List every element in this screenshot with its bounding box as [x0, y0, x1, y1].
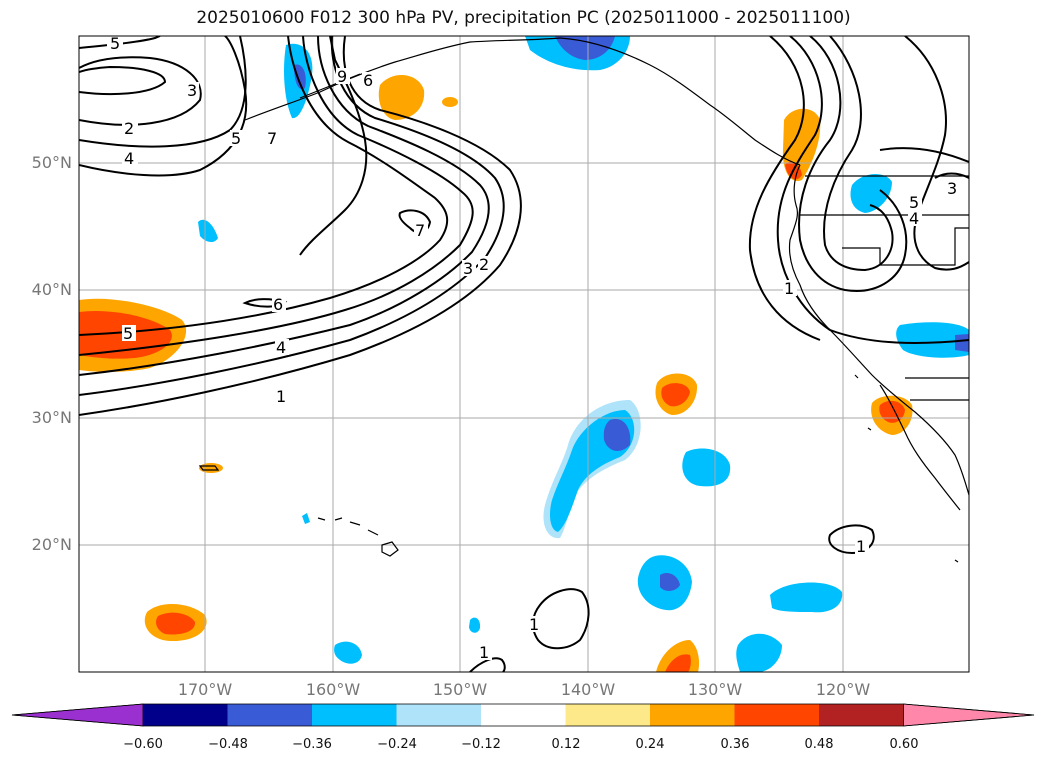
lon-label: 140°W [560, 680, 616, 699]
colorbar [11, 703, 1035, 727]
contour-label: 1 [479, 643, 489, 662]
colorbar-segment [734, 704, 819, 726]
contour-label: 7 [415, 221, 425, 240]
lat-label: 40°N [31, 280, 72, 299]
lat-label: 50°N [31, 153, 72, 172]
colorbar-tick-label: −0.60 [123, 737, 163, 752]
colorbar-segment [650, 704, 735, 726]
colorbar-segment [396, 704, 481, 726]
lat-label: 20°N [31, 535, 72, 554]
colorbar-tick-label: 0.60 [889, 737, 919, 752]
contour-label: 4 [276, 338, 286, 357]
contour-label: 5 [231, 129, 241, 148]
map-frame [78, 35, 970, 673]
contour-label: 1 [276, 387, 286, 406]
contour-label: 6 [273, 295, 283, 314]
colorbar-segment [312, 704, 397, 726]
contour-label: 6 [363, 71, 373, 90]
colorbar-segment [143, 704, 228, 726]
contour-label: 7 [267, 129, 277, 148]
colorbar-tick-label: −0.36 [292, 737, 332, 752]
colorbar-segment [565, 704, 650, 726]
colorbar-tick-label: 0.24 [635, 737, 665, 752]
contour-label: 4 [124, 149, 134, 168]
colorbar-tick-label: 0.48 [804, 737, 834, 752]
contour-label: 3 [463, 259, 473, 278]
lon-label: 150°W [432, 680, 488, 699]
contour-labels: 5 3 2 4 5 7 6 9 7 3 2 6 5 4 [107, 34, 960, 662]
graticule [79, 36, 969, 672]
contour-label: 2 [479, 255, 489, 274]
lon-label: 170°W [177, 680, 233, 699]
baja-peninsula [879, 384, 961, 511]
contour-label: 5 [123, 324, 133, 343]
lon-label: 130°W [687, 680, 743, 699]
contour-label: 3 [947, 179, 957, 198]
lon-label: 160°W [305, 680, 361, 699]
contour-label: 1 [784, 279, 794, 298]
contour-label: 5 [110, 34, 120, 53]
colorbar-outline [11, 703, 1035, 727]
contour-label: 4 [909, 209, 919, 228]
precip-fills [79, 36, 969, 672]
contour-label: 1 [529, 615, 539, 634]
colorbar-segment [481, 704, 566, 726]
colorbar-extend-low [11, 703, 144, 727]
colorbar-tick-label: −0.12 [461, 737, 501, 752]
colorbar-segment [227, 704, 312, 726]
colorbar-tick-label: 0.36 [720, 737, 750, 752]
colorbar-segment [819, 704, 904, 726]
colorbar-tick-label: −0.24 [377, 737, 417, 752]
colorbar-tick-label: −0.48 [208, 737, 248, 752]
lon-label: 120°W [815, 680, 871, 699]
hawaii-islands [317, 517, 399, 557]
lat-label: 30°N [31, 408, 72, 427]
map-area: 5 3 2 4 5 7 6 9 7 3 2 6 5 4 [79, 34, 969, 672]
colorbar-extend-high [903, 703, 1035, 727]
contour-label: 5 [909, 193, 919, 212]
map-title: 2025010600 F012 300 hPa PV, precipitatio… [196, 8, 851, 28]
contour-label: 3 [187, 81, 197, 100]
contour-label: 1 [856, 537, 866, 556]
colorbar-tick-label: 0.12 [551, 737, 581, 752]
contour-label: 2 [124, 119, 134, 138]
contour-label: 9 [337, 67, 347, 86]
